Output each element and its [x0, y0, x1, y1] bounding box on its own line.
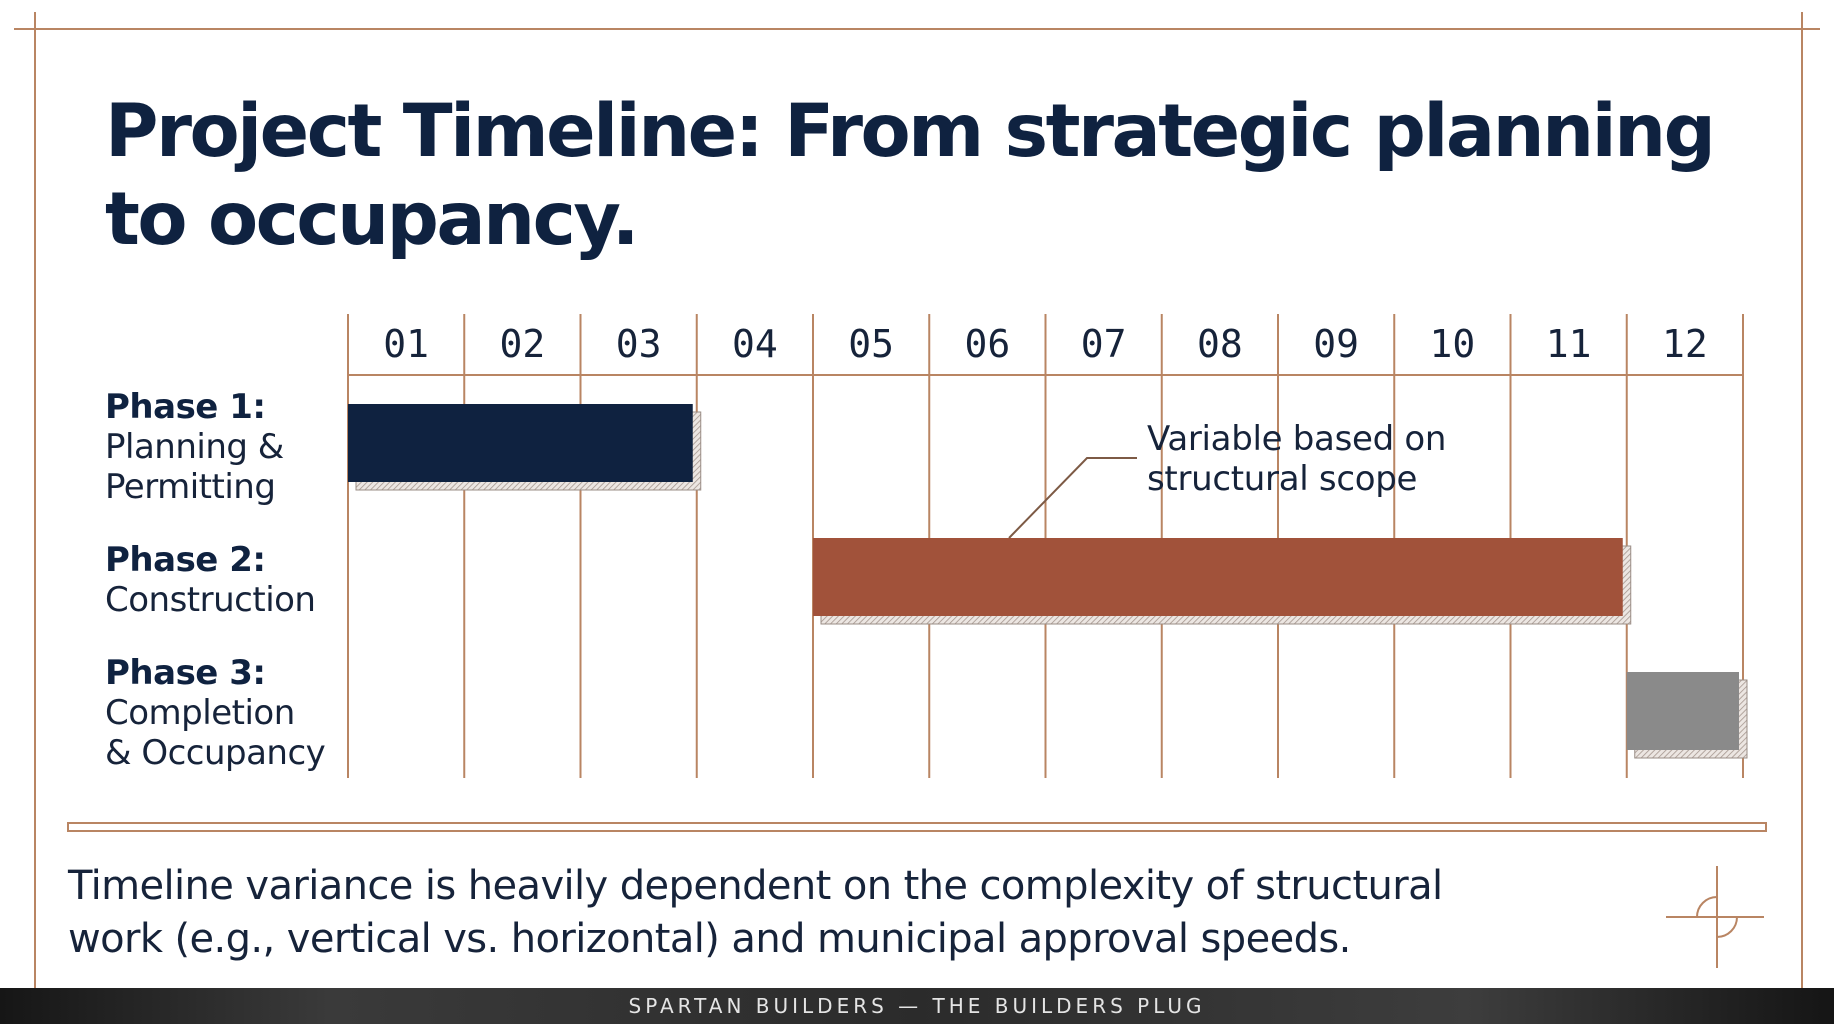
month-label-01: 01	[383, 322, 429, 366]
month-labels: 01 02 03 04 05 06 07 08 09 10 11 12	[383, 322, 1708, 366]
note-line-1: Timeline variance is heavily dependent o…	[68, 863, 1443, 909]
month-label-05: 05	[848, 322, 894, 366]
phase-label-line-3-1: Completion	[105, 693, 295, 733]
phase-label-line-3-2: & Occupancy	[105, 733, 326, 773]
phase-label-title-3: Phase 3:	[105, 653, 265, 693]
annotation-leader-line	[1008, 457, 1137, 539]
phase-bar-1	[348, 404, 693, 482]
footer-bar: SPARTAN BUILDERS — THE BUILDERS PLUG	[0, 988, 1834, 1024]
month-label-02: 02	[499, 322, 545, 366]
phase-labels: Phase 1:Planning &Permitting Phase 2:Cons…	[105, 387, 326, 773]
month-label-12: 12	[1662, 322, 1708, 366]
month-label-06: 06	[964, 322, 1010, 366]
title-line-2: to occupancy.	[105, 177, 640, 262]
phase-label-line-1-2: Permitting	[105, 467, 275, 507]
phase-bars	[348, 404, 1748, 759]
month-label-04: 04	[732, 322, 778, 366]
frame-right-line	[1801, 12, 1803, 988]
variance-note: Timeline variance is heavily dependent o…	[68, 860, 1618, 966]
phase-label-title-2: Phase 2:	[105, 540, 265, 580]
phase-label-line-1-1: Planning &	[105, 427, 284, 467]
note-divider	[67, 822, 1767, 832]
title-line-1: Project Timeline: From strategic plannin…	[105, 89, 1716, 174]
annotation-line-1: Variable based on	[1147, 419, 1446, 459]
month-label-03: 03	[616, 322, 662, 366]
annotation-line-2: structural scope	[1147, 459, 1417, 499]
phase-label-line-2-1: Construction	[105, 580, 315, 620]
phase-label-title-1: Phase 1:	[105, 387, 265, 427]
month-label-08: 08	[1197, 322, 1243, 366]
phase-bar-2	[813, 538, 1623, 616]
frame-left-line	[34, 12, 36, 988]
month-label-09: 09	[1313, 322, 1359, 366]
crosshair-icon	[1666, 866, 1764, 968]
month-label-10: 10	[1429, 322, 1475, 366]
note-line-2: work (e.g., vertical vs. horizontal) and…	[68, 916, 1351, 962]
frame-top-line	[14, 28, 1820, 30]
footer-text: SPARTAN BUILDERS — THE BUILDERS PLUG	[628, 994, 1206, 1018]
month-label-07: 07	[1081, 322, 1127, 366]
phase-bar-3	[1626, 672, 1739, 750]
page-title: Project Timeline: From strategic plannin…	[105, 88, 1716, 264]
timeline-chart: 01 02 03 04 05 06 07 08 09 10 11 12 Phase 1:Plannin…	[67, 314, 1767, 832]
month-label-11: 11	[1546, 322, 1592, 366]
